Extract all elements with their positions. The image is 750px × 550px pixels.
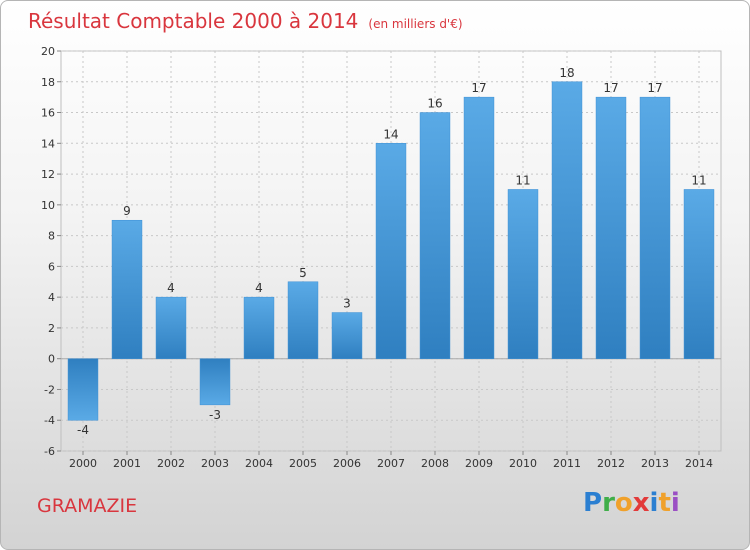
data-label: 3 bbox=[343, 297, 351, 311]
x-tick-label: 2009 bbox=[465, 457, 493, 470]
data-label: 4 bbox=[255, 281, 263, 295]
bar bbox=[155, 296, 187, 359]
bar bbox=[419, 112, 451, 359]
y-tick-label: 16 bbox=[41, 107, 55, 120]
data-label: 5 bbox=[299, 266, 307, 280]
x-tick-label: 2007 bbox=[377, 457, 405, 470]
data-label: -4 bbox=[77, 423, 89, 437]
y-tick-label: 4 bbox=[48, 291, 55, 304]
data-label: 9 bbox=[123, 204, 131, 218]
y-tick-label: 10 bbox=[41, 199, 55, 212]
x-tick-label: 2000 bbox=[69, 457, 97, 470]
proxiti-logo: Proxiti bbox=[583, 488, 680, 518]
y-tick-label: 18 bbox=[41, 76, 55, 89]
y-tick-label: 0 bbox=[48, 353, 55, 366]
bar bbox=[199, 358, 231, 406]
data-label: 4 bbox=[167, 281, 175, 295]
x-tick-label: 2013 bbox=[641, 457, 669, 470]
y-tick-label: -2 bbox=[44, 383, 55, 396]
label-layer: -6 -4 -2 0 2 4 6 8 10 12 14 16 18 20 -4 2000 9 2001 4 2002 -… bbox=[41, 45, 713, 470]
logo-letter: i bbox=[649, 488, 659, 518]
bar bbox=[243, 296, 275, 359]
bar bbox=[67, 358, 99, 421]
logo-letter: t bbox=[658, 488, 671, 518]
data-label: 17 bbox=[647, 81, 662, 95]
x-tick-label: 2011 bbox=[553, 457, 581, 470]
y-tick-label: 20 bbox=[41, 45, 55, 58]
bar-layer bbox=[67, 81, 715, 421]
logo-letter: P bbox=[583, 488, 603, 518]
chart-title: Résultat Comptable 2000 à 2014 (en millie… bbox=[28, 9, 463, 33]
y-tick-label: 14 bbox=[41, 137, 55, 150]
y-tick-label: 12 bbox=[41, 168, 55, 181]
logo-letter: i bbox=[670, 488, 680, 518]
bar bbox=[595, 96, 627, 359]
y-tick-label: -4 bbox=[44, 414, 55, 427]
logo-letter: x bbox=[632, 488, 650, 518]
bar bbox=[287, 281, 319, 359]
bar bbox=[111, 219, 143, 359]
data-label: 17 bbox=[603, 81, 618, 95]
city-name: GRAMAZIE bbox=[37, 495, 138, 517]
data-label: 11 bbox=[515, 173, 530, 187]
chart-title-text: Résultat Comptable 2000 à 2014 bbox=[28, 9, 359, 33]
chart-subtitle: (en milliers d'€) bbox=[368, 17, 463, 31]
bar bbox=[331, 312, 363, 359]
bar bbox=[507, 189, 539, 359]
data-label: -3 bbox=[209, 408, 221, 422]
x-tick-label: 2008 bbox=[421, 457, 449, 470]
y-tick-label: 6 bbox=[48, 260, 55, 273]
x-tick-label: 2005 bbox=[289, 457, 317, 470]
bar bbox=[683, 189, 715, 359]
y-tick-label: -6 bbox=[44, 445, 55, 458]
bar bbox=[463, 96, 495, 359]
data-label: 11 bbox=[691, 173, 706, 187]
data-label: 17 bbox=[471, 81, 486, 95]
x-tick-label: 2004 bbox=[245, 457, 273, 470]
x-tick-label: 2006 bbox=[333, 457, 361, 470]
data-label: 16 bbox=[427, 97, 442, 111]
x-tick-label: 2003 bbox=[201, 457, 229, 470]
bar bbox=[375, 143, 407, 359]
data-label: 14 bbox=[383, 127, 398, 141]
bar bbox=[639, 96, 671, 359]
x-tick-label: 2010 bbox=[509, 457, 537, 470]
x-tick-label: 2002 bbox=[157, 457, 185, 470]
bar bbox=[551, 81, 583, 359]
x-tick-label: 2012 bbox=[597, 457, 625, 470]
x-tick-label: 2001 bbox=[113, 457, 141, 470]
y-tick-label: 8 bbox=[48, 230, 55, 243]
data-label: 18 bbox=[559, 66, 574, 80]
y-tick-label: 2 bbox=[48, 322, 55, 335]
logo-letter: o bbox=[614, 488, 633, 518]
x-tick-label: 2014 bbox=[685, 457, 713, 470]
logo-letter: r bbox=[602, 488, 615, 518]
